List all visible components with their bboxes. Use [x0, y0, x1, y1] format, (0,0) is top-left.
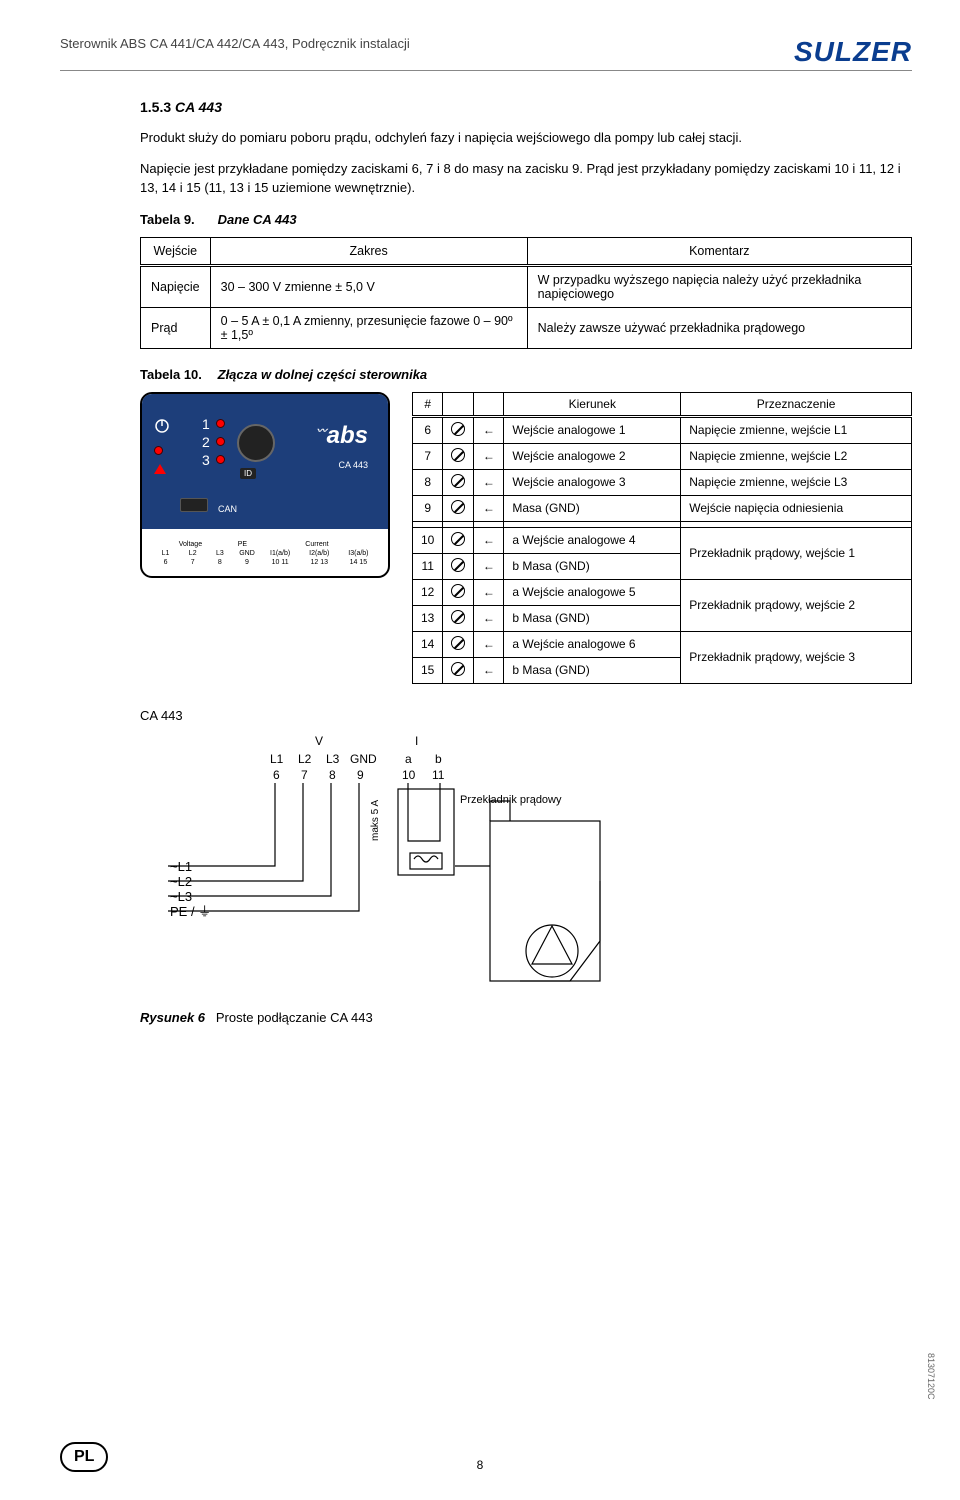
paragraph: Napięcie jest przykładane pomiędzy zacis…: [140, 160, 912, 198]
table10-caption: Tabela 10. Złącza w dolnej części sterow…: [140, 367, 912, 382]
paragraph: Produkt służy do pomiaru poboru prądu, o…: [140, 129, 912, 148]
table9: Wejście Zakres Komentarz Napięcie 30 – 3…: [140, 237, 912, 349]
svg-text:b: b: [435, 752, 442, 766]
device-box: 1 2 3 ID 〰abs CA 443 CAN Voltage PE Curr…: [140, 392, 390, 578]
id-label: ID: [240, 468, 256, 479]
warning-icon: [154, 464, 166, 474]
status-col: [154, 418, 170, 474]
svg-text:8: 8: [329, 768, 336, 782]
can-port: [180, 498, 208, 512]
svg-text:6: 6: [273, 768, 280, 782]
section-heading: 1.5.3 CA 443: [140, 99, 912, 115]
rotary-dial: [237, 424, 275, 462]
svg-text:9: 9: [357, 768, 364, 782]
device-panel: 1 2 3 ID 〰abs CA 443 CAN: [142, 394, 388, 529]
page-number: 8: [477, 1458, 484, 1472]
channel-leds: 1 2 3: [202, 414, 225, 470]
diagram-title: CA 443: [140, 708, 912, 723]
svg-text:~L3: ~L3: [170, 889, 192, 904]
svg-text:I: I: [415, 734, 418, 748]
terminal-strip: Voltage PE Current L1 L2 L3 GND I1(a/b) …: [142, 529, 388, 576]
content: 1.5.3 CA 443 Produkt służy do pomiaru po…: [140, 99, 912, 684]
model-label: CA 443: [338, 460, 368, 470]
power-icon: [154, 418, 170, 434]
table9-caption: Tabela 9. Dane CA 443: [140, 212, 912, 227]
page-footer: PL 8: [0, 1442, 960, 1472]
svg-text:V: V: [315, 734, 323, 748]
svg-text:maks 5 A: maks 5 A: [370, 799, 381, 840]
doc-revision: 81307120C: [926, 1353, 936, 1400]
svg-text:10: 10: [402, 768, 416, 782]
svg-text:a: a: [405, 752, 412, 766]
svg-text:~L1: ~L1: [170, 859, 192, 874]
figure-caption: Rysunek 6 Proste podłączanie CA 443: [140, 1010, 912, 1025]
svg-text:7: 7: [301, 768, 308, 782]
doc-title: Sterownik ABS CA 441/CA 442/CA 443, Podr…: [60, 36, 410, 51]
table10: # Kierunek Przeznaczenie 6←Wejście analo…: [412, 392, 912, 684]
svg-text:GND: GND: [350, 752, 377, 766]
svg-text:PE / ⏚: PE / ⏚: [170, 904, 211, 919]
brand-logo: SULZER: [794, 36, 912, 68]
svg-text:11: 11: [432, 768, 445, 782]
svg-text:L2: L2: [298, 752, 312, 766]
abs-logo: 〰abs: [317, 422, 368, 450]
svg-text:Przekładnik prądowy: Przekładnik prądowy: [460, 794, 562, 806]
lang-badge: PL: [60, 1442, 108, 1472]
svg-text:~L2: ~L2: [170, 874, 192, 889]
status-led: [154, 446, 163, 455]
device-and-table: 1 2 3 ID 〰abs CA 443 CAN Voltage PE Curr…: [140, 392, 912, 684]
svg-text:L3: L3: [326, 752, 340, 766]
page-header: Sterownik ABS CA 441/CA 442/CA 443, Podr…: [60, 36, 912, 71]
wiring-svg: V I L1 L2 L3 GND a b 6 7 8 9 10 11: [140, 731, 620, 991]
can-label: CAN: [218, 504, 237, 514]
wiring-diagram: CA 443 V I L1 L2 L3 GND a b 6 7 8 9 10 1…: [140, 708, 912, 1025]
svg-text:L1: L1: [270, 752, 284, 766]
